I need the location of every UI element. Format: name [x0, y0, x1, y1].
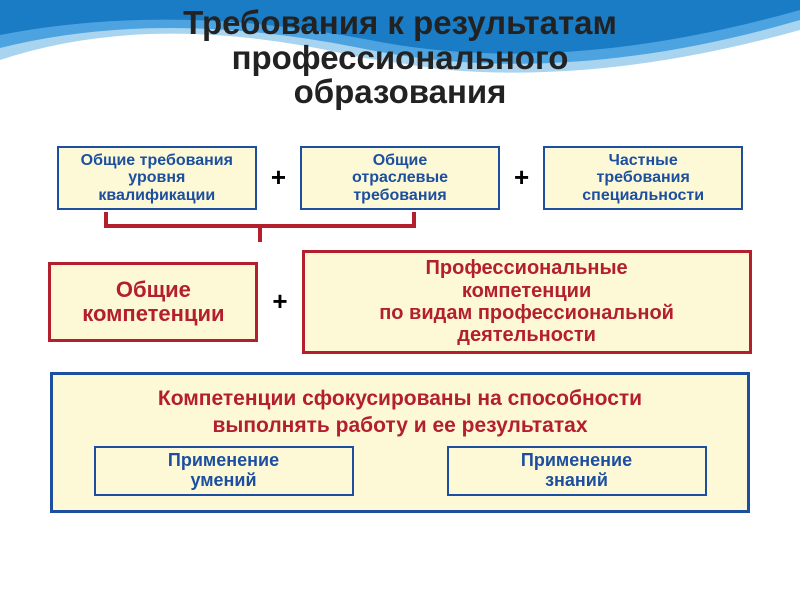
requirements-row: Общие требования уровня квалификации + О…	[30, 146, 770, 210]
diagram-content: Общие требования уровня квалификации + О…	[0, 146, 800, 513]
box-text: уровня	[128, 169, 185, 187]
box-text: компетенции	[462, 280, 591, 302]
box-text: требования	[597, 169, 690, 187]
focus-text-line-1: Компетенции сфокусированы на способности	[67, 385, 733, 412]
box-industry-requirements: Общие отраслевые требования	[300, 146, 500, 210]
box-competencies-focus: Компетенции сфокусированы на способности…	[50, 372, 750, 513]
box-text: Применение	[521, 451, 632, 471]
box-text: Общие требования	[81, 152, 233, 170]
title-line-1: Требования к результатам	[0, 6, 800, 41]
box-specialty-requirements: Частные требования специальности	[543, 146, 743, 210]
box-text: отраслевые	[352, 169, 448, 187]
bracket-connector	[30, 210, 770, 246]
box-text: умений	[190, 471, 256, 491]
box-text: по видам профессиональной	[379, 302, 674, 324]
box-text: компетенции	[82, 302, 224, 326]
box-text: квалификации	[98, 187, 215, 205]
application-row: Применение умений Применение знаний	[67, 446, 733, 496]
box-text: Профессиональные	[426, 257, 628, 279]
box-text: специальности	[582, 187, 704, 205]
box-text: деятельности	[457, 324, 596, 346]
plus-icon: +	[508, 162, 535, 193]
box-general-competencies: Общие компетенции	[48, 262, 258, 342]
box-text: знаний	[545, 471, 608, 491]
box-text: Применение	[168, 451, 279, 471]
box-qualification-requirements: Общие требования уровня квалификации	[57, 146, 257, 210]
plus-icon: +	[265, 162, 292, 193]
box-application-knowledge: Применение знаний	[447, 446, 707, 496]
title-line-3: образования	[0, 75, 800, 110]
plus-icon: +	[266, 286, 293, 317]
title-line-2: профессионального	[0, 41, 800, 76]
box-text: Общие	[116, 278, 191, 302]
slide-title: Требования к результатам профессионально…	[0, 0, 800, 110]
box-text: Общие	[373, 152, 428, 170]
box-text: требования	[353, 187, 446, 205]
bracket-icon	[102, 212, 418, 242]
box-application-skills: Применение умений	[94, 446, 354, 496]
box-professional-competencies: Профессиональные компетенции по видам пр…	[302, 250, 752, 354]
focus-text-line-2: выполнять работу и ее результатах	[67, 412, 733, 439]
focus-row: Компетенции сфокусированы на способности…	[30, 372, 770, 513]
box-text: Частные	[609, 152, 678, 170]
competencies-row: Общие компетенции + Профессиональные ком…	[30, 250, 770, 354]
